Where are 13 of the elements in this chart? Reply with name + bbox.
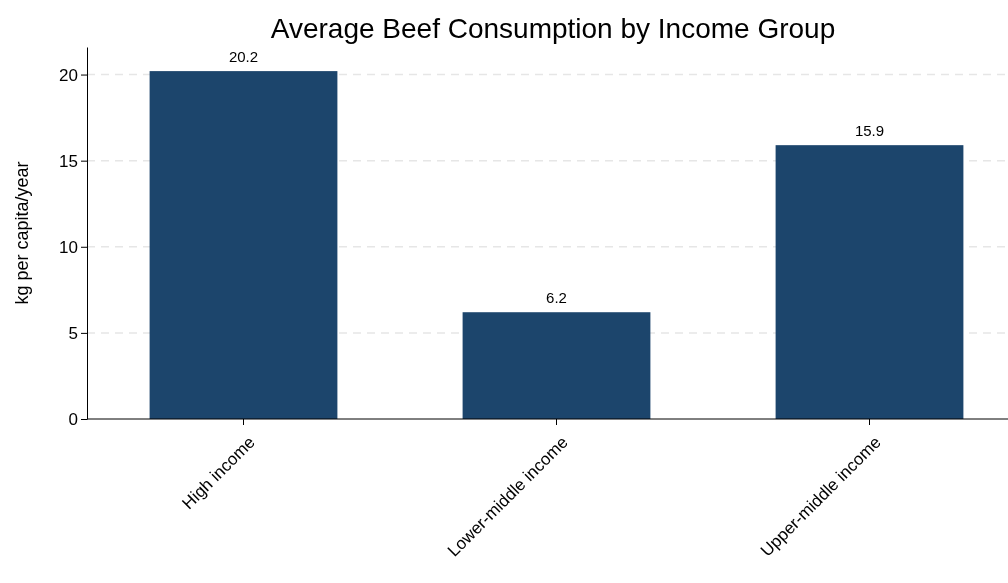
y-axis-title: kg per capita/year (12, 161, 32, 305)
chart-title: Average Beef Consumption by Income Group (270, 13, 836, 44)
bar (775, 145, 964, 419)
data-label: 6.2 (546, 289, 567, 307)
y-tick-label: 5 (68, 323, 78, 343)
y-tick-label: 20 (59, 65, 78, 85)
bar (462, 312, 651, 419)
bar (149, 71, 338, 419)
y-tick-label: 10 (59, 237, 78, 257)
y-tick-label: 15 (59, 151, 78, 171)
y-tick-label: 0 (68, 409, 78, 429)
data-label: 15.9 (854, 122, 885, 140)
data-label: 20.2 (228, 48, 259, 66)
